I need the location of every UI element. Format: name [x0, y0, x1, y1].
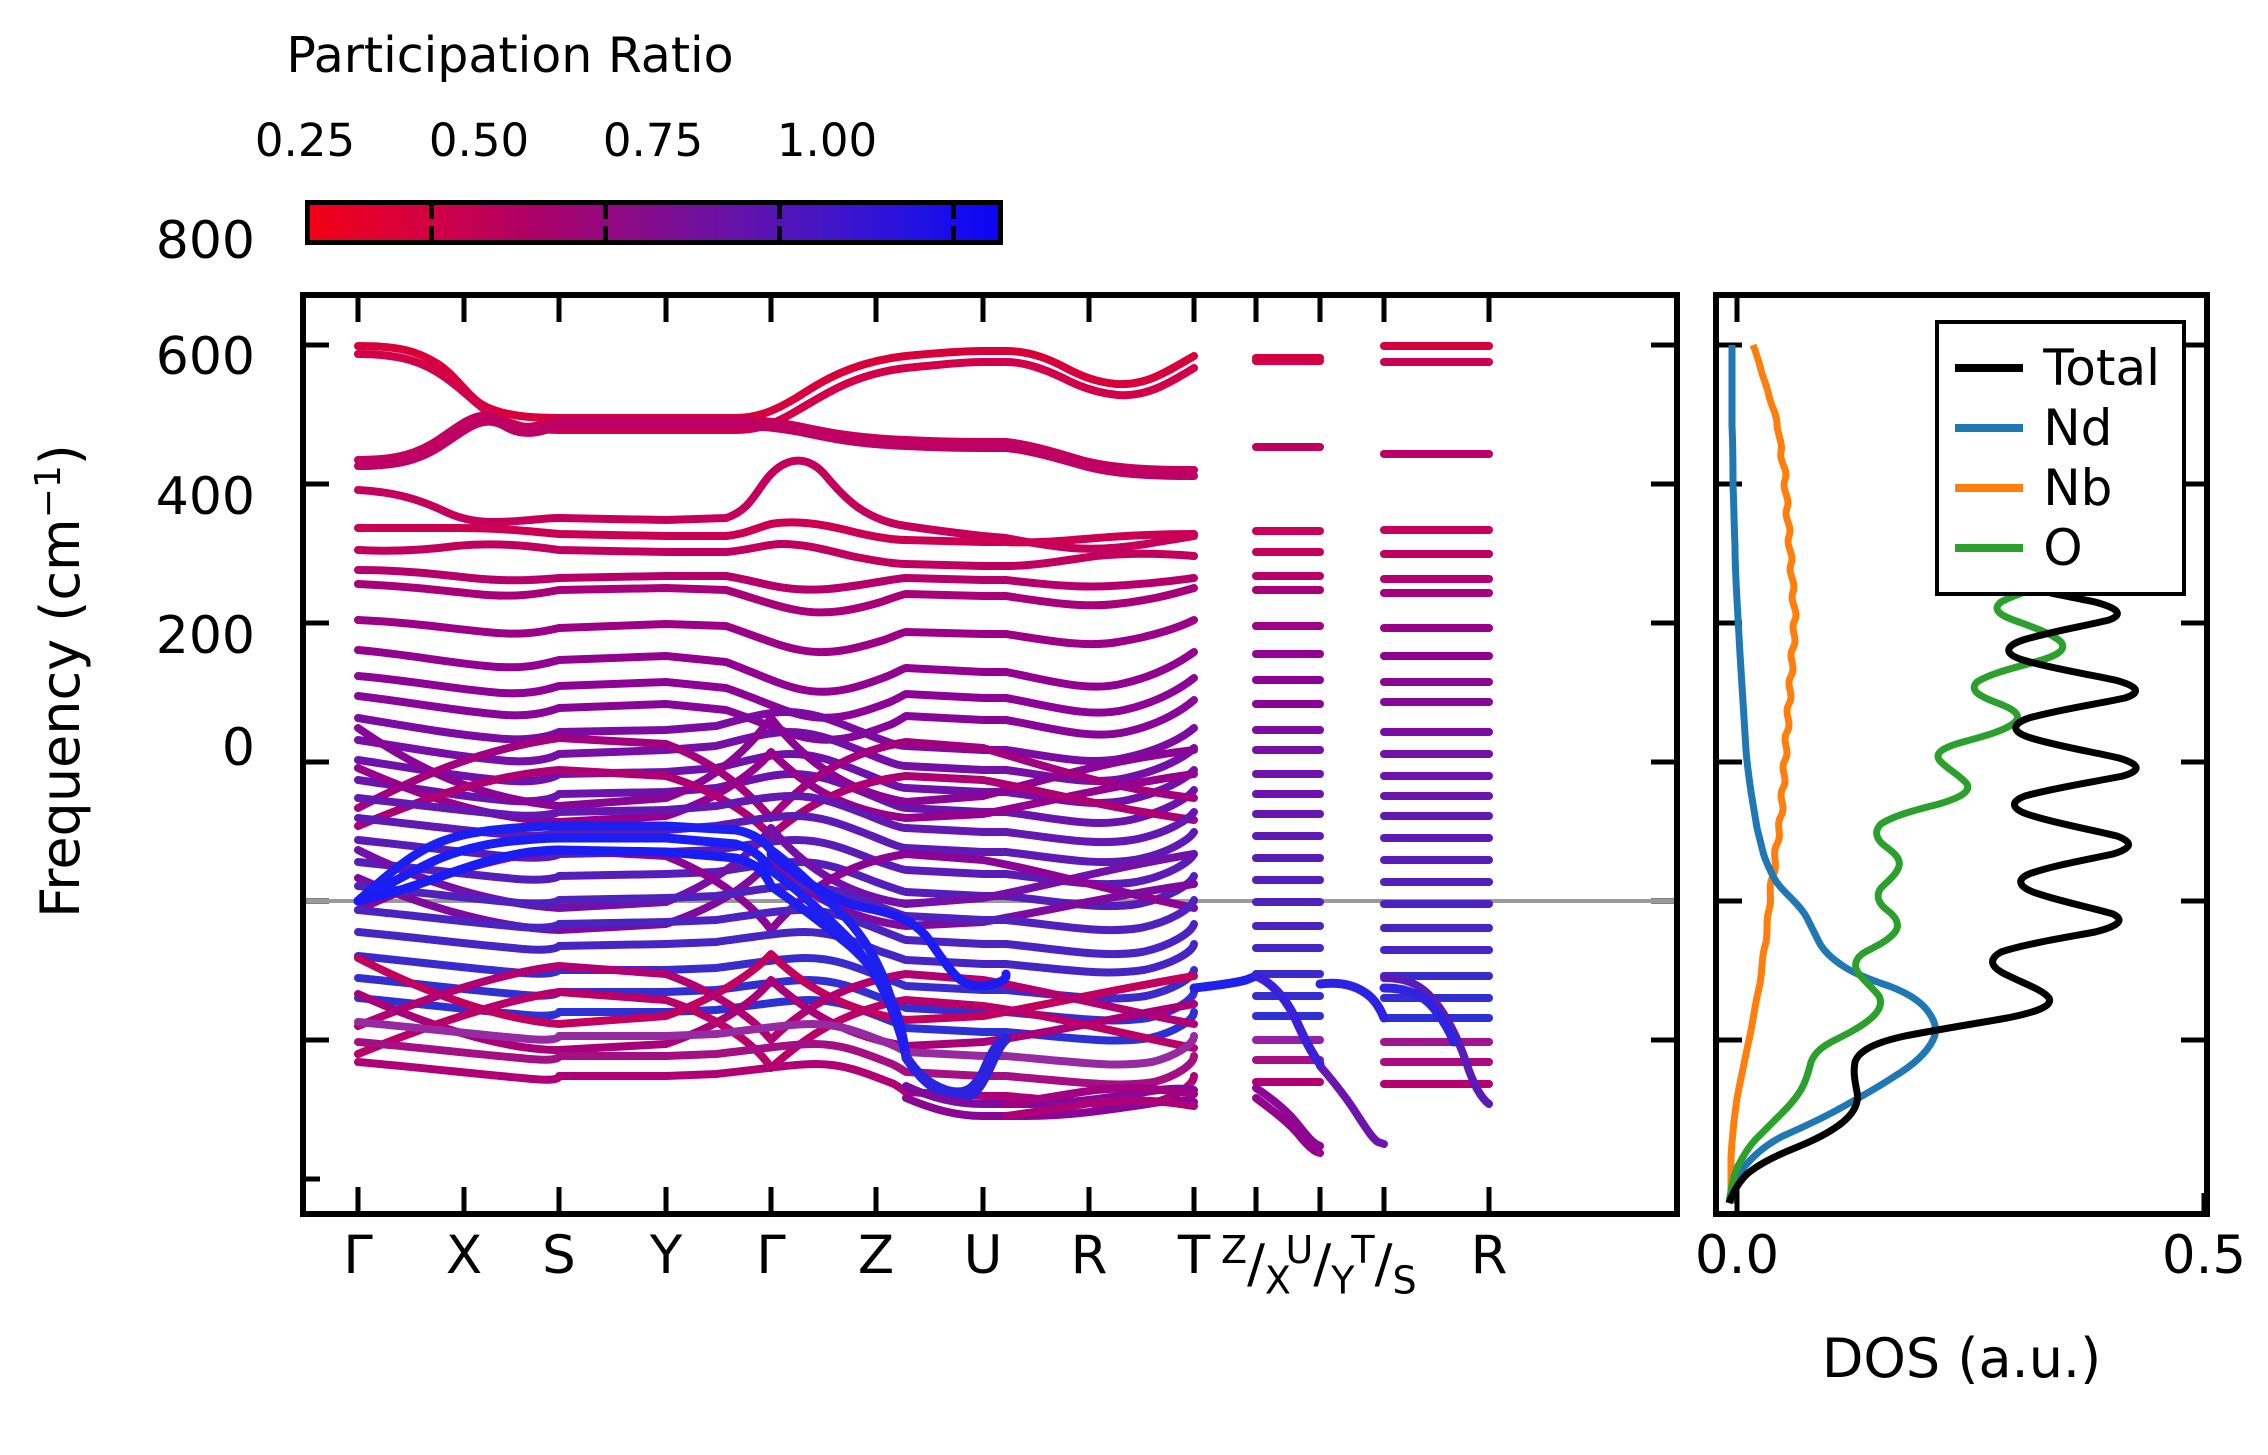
colorbar-gradient	[305, 200, 1003, 245]
colorbar-tick-0-top	[429, 205, 434, 219]
x-tick-9-denominator: X	[1264, 1258, 1291, 1303]
colorbar-tick-label-2: 0.75	[602, 114, 704, 167]
dos-x-tick-label-0: 0.0	[1694, 1225, 1780, 1286]
x-tick-label-12: R	[1470, 1225, 1508, 1286]
x-tick-label-8: T	[1177, 1225, 1211, 1286]
colorbar-tick-0-bottom	[429, 226, 434, 240]
x-tick-label-3: Y	[649, 1225, 683, 1286]
x-tick-11-denominator: S	[1392, 1258, 1417, 1303]
x-tick-9-numerator: Z	[1221, 1228, 1248, 1272]
colorbar-tick-label-3: 1.00	[776, 114, 878, 167]
x-tick-11-numerator: T	[1351, 1228, 1375, 1272]
y-tick-label-0: 0	[221, 718, 255, 778]
legend-label-o: O	[2043, 519, 2083, 577]
y-tick-label-400: 400	[155, 467, 255, 527]
colorbar-tick-2-top	[777, 205, 782, 219]
colorbar-title: Participation Ratio	[286, 27, 734, 84]
x-tick-label-11: T/S	[1351, 1228, 1417, 1303]
x-tick-10-denominator: Y	[1331, 1258, 1355, 1303]
band-x-ticks	[355, 298, 1492, 1211]
colorbar-tick-1-bottom	[603, 226, 608, 240]
x-tick-label-1: X	[445, 1225, 483, 1286]
legend-label-nb: Nb	[2043, 459, 2113, 517]
legend-label-nd: Nd	[2043, 399, 2113, 457]
colorbar-tick-3-bottom	[951, 226, 956, 240]
colorbar-tick-1-top	[603, 205, 608, 219]
x-tick-label-7: R	[1070, 1225, 1108, 1286]
legend-item-o[interactable]: O	[1955, 518, 2160, 578]
x-tick-label-10: U/Y	[1285, 1228, 1355, 1303]
y-tick-label-600: 600	[155, 327, 255, 387]
dos-x-ticks	[1734, 298, 2207, 1211]
dos-curves	[1719, 298, 2204, 1211]
x-tick-10-numerator: U	[1285, 1228, 1314, 1272]
colorbar-tick-2-bottom	[777, 226, 782, 240]
colorbar-tick-label-0: 0.25	[254, 114, 356, 167]
x-tick-label-6: U	[963, 1225, 1003, 1286]
band-structure-curves	[306, 342, 1674, 1182]
x-tick-label-5: Z	[857, 1225, 895, 1286]
dos-legend[interactable]: Total Nd Nb O	[1935, 320, 2186, 596]
legend-label-total: Total	[2043, 339, 2160, 397]
legend-swatch-total	[1955, 364, 2024, 372]
legend-item-total[interactable]: Total	[1955, 338, 2160, 398]
colorbar[interactable]	[305, 200, 1003, 245]
legend-swatch-nb	[1955, 484, 2024, 492]
legend-item-nb[interactable]: Nb	[1955, 458, 2160, 518]
x-tick-label-9: Z/X	[1221, 1228, 1291, 1303]
y-tick-label-200: 200	[155, 606, 255, 666]
x-tick-label-0: Γ	[343, 1225, 373, 1286]
band-structure-plot[interactable]	[300, 292, 1680, 1217]
y-tick-label-800: 800	[155, 211, 255, 271]
x-tick-label-2: S	[542, 1225, 576, 1286]
colorbar-tick-3-top	[951, 205, 956, 219]
y-axis-label-close: )	[29, 444, 92, 466]
legend-swatch-nd	[1955, 424, 2024, 432]
colorbar-tick-label-1: 0.50	[428, 114, 530, 167]
dos-plot[interactable]: Total Nd Nb O	[1713, 292, 2210, 1217]
x-tick-label-4: Γ	[756, 1225, 786, 1286]
legend-swatch-o	[1955, 544, 2024, 552]
dos-x-tick-label-1: 0.5	[2161, 1225, 2247, 1286]
dos-x-axis-label: DOS (a.u.)	[1821, 1327, 2102, 1390]
y-axis-label-text: Frequency (cm	[29, 518, 92, 918]
legend-item-nd[interactable]: Nd	[1955, 398, 2160, 458]
